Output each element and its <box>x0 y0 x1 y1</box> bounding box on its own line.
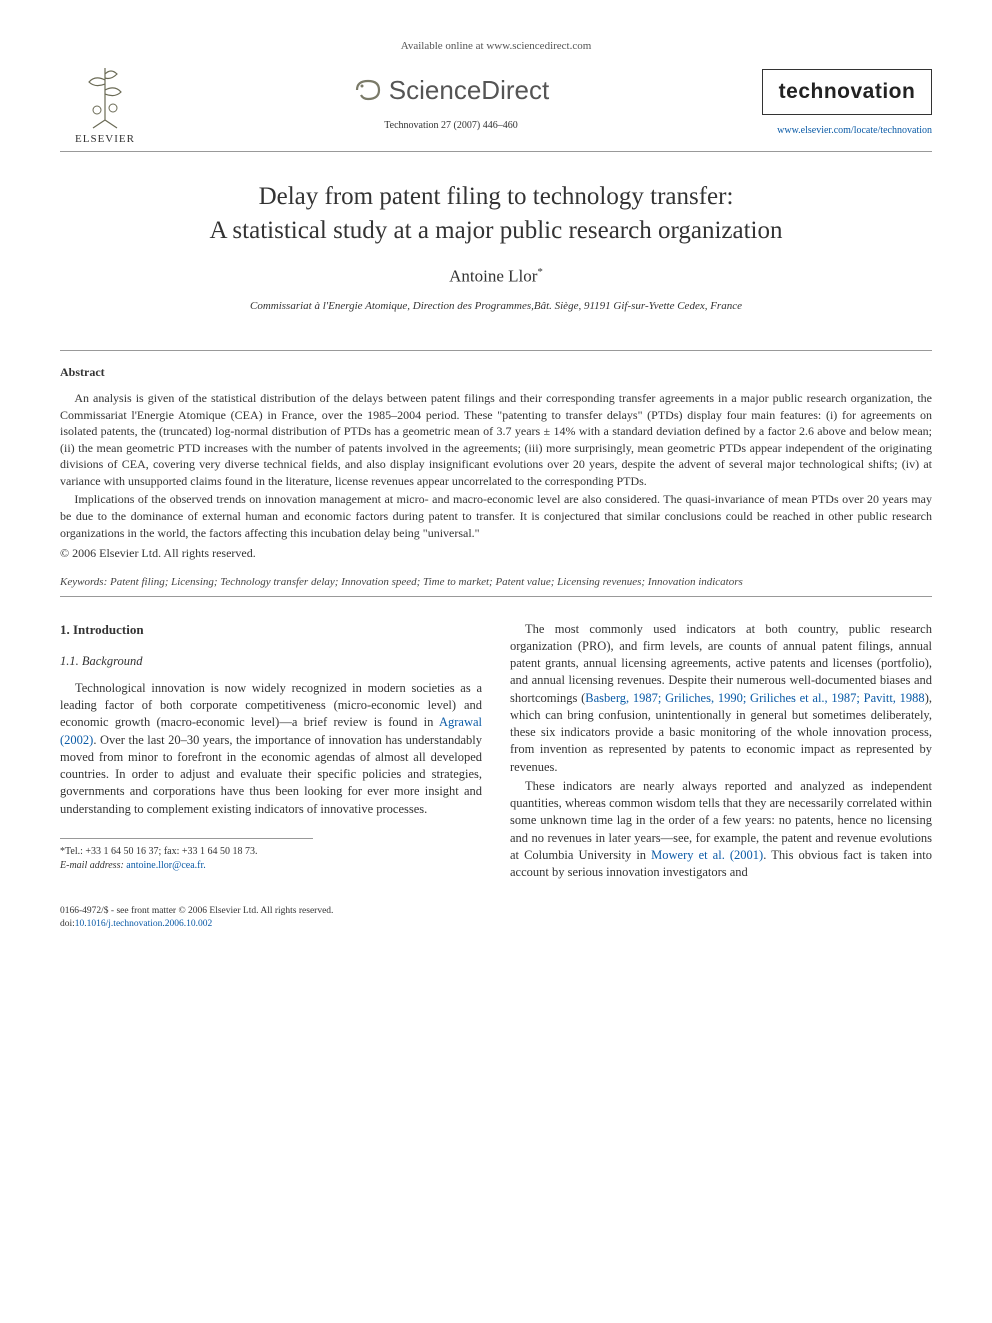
footnote-tel: +33 1 64 50 16 37 <box>85 846 158 857</box>
doi-link[interactable]: 10.1016/j.technovation.2006.10.002 <box>75 919 212 929</box>
sciencedirect-block: ScienceDirect Technovation 27 (2007) 446… <box>150 75 752 131</box>
body-p1b: . Over the last 20–30 years, the importa… <box>60 733 482 816</box>
title-line-1: Delay from patent filing to technology t… <box>259 183 734 210</box>
header-row: ELSEVIER ScienceDirect Technovation 27 (… <box>60 60 932 145</box>
elsevier-logo-block: ELSEVIER <box>60 60 150 145</box>
abstract-heading: Abstract <box>60 365 932 380</box>
front-matter-line: 0166-4972/$ - see front matter © 2006 El… <box>60 905 932 918</box>
author-affiliation: Commissariat à l'Energie Atomique, Direc… <box>60 300 932 312</box>
footnote-fax: +33 1 64 50 18 73. <box>182 846 258 857</box>
author-name: Antoine Llor <box>449 266 537 285</box>
sciencedirect-icon <box>353 75 383 105</box>
body-para-3: These indicators are nearly always repor… <box>510 778 932 882</box>
article-title: Delay from patent filing to technology t… <box>60 180 932 248</box>
keywords-label: Keywords: <box>60 576 107 588</box>
elsevier-tree-icon <box>75 60 135 130</box>
footnote-email-label: E-mail address: <box>60 860 124 871</box>
footnote-fax-label: ; fax: <box>159 846 182 857</box>
footnote-tel-label: *Tel.: <box>60 846 85 857</box>
elsevier-label: ELSEVIER <box>75 133 135 145</box>
citation-basberg-etal[interactable]: Basberg, 1987; Griliches, 1990; Griliche… <box>585 691 924 705</box>
doi-label: doi: <box>60 919 75 929</box>
journal-logo-text: technovation <box>779 80 916 103</box>
journal-url-link[interactable]: www.elsevier.com/locate/technovation <box>777 125 932 136</box>
abstract-para-2: Implications of the observed trends on i… <box>60 491 932 541</box>
body-para-1: Technological innovation is now widely r… <box>60 680 482 818</box>
abstract-copyright: © 2006 Elsevier Ltd. All rights reserved… <box>60 545 932 562</box>
body-columns: 1. Introduction 1.1. Background Technolo… <box>60 621 932 882</box>
abstract-bottom-rule <box>60 596 932 597</box>
body-para-2: The most commonly used indicators at bot… <box>510 621 932 776</box>
header-rule <box>60 151 932 152</box>
journal-reference: Technovation 27 (2007) 446–460 <box>384 120 517 131</box>
sciencedirect-text: ScienceDirect <box>389 75 549 106</box>
abstract-body: An analysis is given of the statistical … <box>60 390 932 561</box>
journal-logo-block: technovation www.elsevier.com/locate/tec… <box>752 69 932 136</box>
corresponding-author-footnote: *Tel.: +33 1 64 50 16 37; fax: +33 1 64 … <box>60 838 313 873</box>
footnote-email-link[interactable]: antoine.llor@cea.fr. <box>126 860 205 871</box>
keywords-line: Keywords: Patent filing; Licensing; Tech… <box>60 576 932 588</box>
author-corresp-mark: * <box>537 266 543 278</box>
keywords-text: Patent filing; Licensing; Technology tra… <box>110 576 743 588</box>
title-line-2: A statistical study at a major public re… <box>210 217 783 244</box>
author-line: Antoine Llor* <box>60 266 932 287</box>
abstract-para-1: An analysis is given of the statistical … <box>60 390 932 489</box>
subsection-1-1-heading: 1.1. Background <box>60 653 482 670</box>
section-1-heading: 1. Introduction <box>60 621 482 639</box>
body-p1a: Technological innovation is now widely r… <box>60 681 482 730</box>
abstract-top-rule <box>60 350 932 351</box>
footer-meta: 0166-4972/$ - see front matter © 2006 El… <box>60 905 932 931</box>
citation-mowery-2001[interactable]: Mowery et al. (2001) <box>651 848 763 862</box>
journal-logo-box: technovation <box>762 69 932 115</box>
available-online-line: Available online at www.sciencedirect.co… <box>60 40 932 52</box>
